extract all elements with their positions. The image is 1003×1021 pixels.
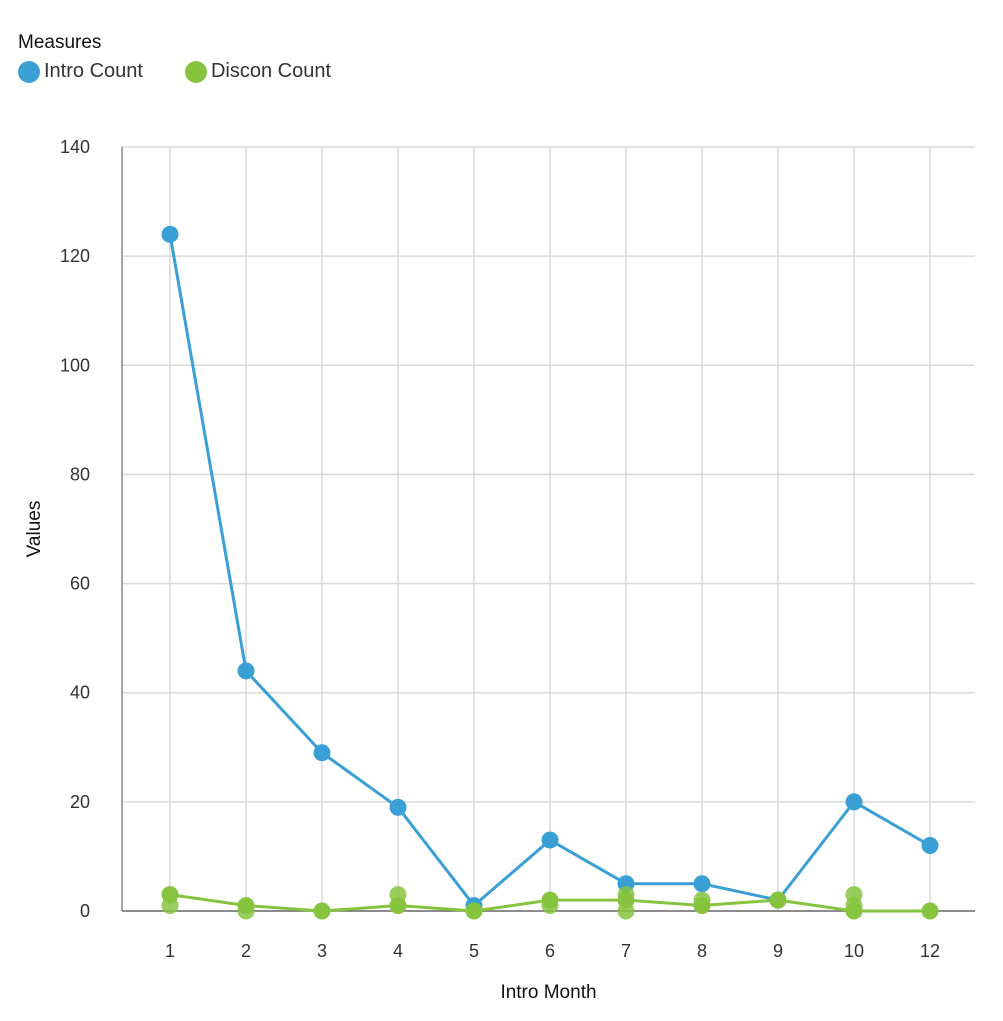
- x-tick-label: 6: [545, 941, 555, 961]
- y-tick-label: 60: [70, 574, 90, 594]
- legend-label-intro-count: Intro Count: [44, 60, 143, 82]
- x-tick-label: 4: [393, 941, 403, 961]
- y-tick-label: 140: [60, 137, 90, 157]
- y-tick-label: 100: [60, 355, 90, 375]
- data-point: [465, 902, 483, 920]
- y-tick-label: 20: [70, 792, 90, 812]
- y-tick-label: 0: [80, 901, 90, 921]
- data-point: [237, 662, 255, 680]
- x-tick-label: 5: [469, 941, 479, 961]
- data-point: [769, 891, 787, 909]
- data-point: [693, 897, 711, 915]
- data-point: [541, 891, 559, 909]
- data-point: [237, 897, 255, 915]
- data-point: [541, 831, 559, 849]
- x-axis-title: Intro Month: [500, 982, 596, 1003]
- x-tick-label: 12: [920, 941, 940, 961]
- x-tick-label: 10: [844, 941, 864, 961]
- legend-item-intro-count[interactable]: Intro Count: [18, 60, 143, 83]
- legend-label-discon-count: Discon Count: [210, 60, 332, 82]
- x-tick-label: 9: [773, 941, 783, 961]
- x-tick-label: 2: [241, 941, 251, 961]
- legend-swatch-discon-count: [184, 60, 207, 83]
- y-tick-label: 40: [70, 683, 90, 703]
- data-point: [845, 793, 863, 811]
- data-point: [161, 886, 179, 904]
- legend-title: Measures: [18, 32, 102, 53]
- x-tick-label: 1: [165, 941, 175, 961]
- data-point: [845, 902, 863, 920]
- grid-lines: [122, 146, 975, 911]
- y-tick-label: 120: [60, 246, 90, 266]
- data-point: [921, 902, 939, 920]
- data-point: [617, 891, 635, 909]
- legend-item-discon-count[interactable]: Discon Count: [184, 60, 332, 83]
- data-point: [313, 744, 331, 762]
- y-axis-title: Values: [24, 501, 45, 558]
- data-point: [161, 225, 179, 243]
- chart-legend: Measures Intro Count Discon Count: [18, 32, 373, 83]
- data-point: [389, 798, 407, 816]
- data-point: [921, 837, 939, 855]
- x-tick-label: 3: [317, 941, 327, 961]
- x-tick-label: 8: [697, 941, 707, 961]
- data-point: [693, 875, 711, 893]
- data-point: [313, 902, 331, 920]
- series-discon-count: [161, 886, 939, 920]
- data-point: [389, 897, 407, 915]
- legend-swatch-intro-count: [18, 60, 40, 83]
- series: [161, 225, 939, 920]
- y-tick-label: 80: [70, 464, 90, 484]
- x-tick-label: 7: [621, 941, 631, 961]
